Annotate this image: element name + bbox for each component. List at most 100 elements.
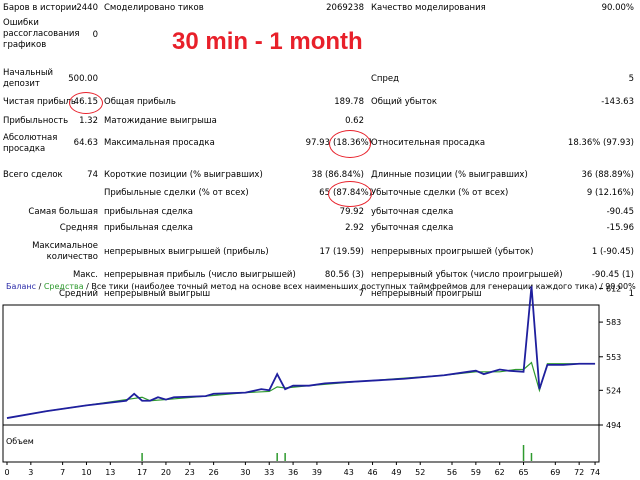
largest-profit-label: прибыльная сделка [104, 207, 194, 217]
chart-frame [2, 304, 600, 463]
x-tick-label: 62 [495, 468, 505, 477]
avg-cons-losses-value: 1 [628, 289, 634, 299]
max-cons-losses-value: 1 (-90.45) [591, 247, 634, 257]
errors-value: 0 [92, 30, 98, 40]
title-overlay: 30 min - 1 month [172, 28, 363, 55]
x-tick-label: 10 [81, 468, 91, 477]
expected-payoff-label: Матожидание выигрыша [104, 116, 217, 126]
net-profit-label: Чистая прибыль [3, 97, 76, 107]
x-tick-label: 43 [344, 468, 354, 477]
quality-label: Качество моделирования [371, 3, 486, 13]
spread-value: 5 [628, 74, 634, 84]
quality-value: 90.00% [601, 3, 634, 13]
x-tick-label: 26 [209, 468, 219, 477]
max-cons-profit-label: непрерывная прибыль (число выигрышей) [104, 270, 296, 280]
x-tick-label: 13 [105, 468, 115, 477]
largest-profit-value: 79.92 [339, 207, 364, 217]
x-tick-label: 72 [574, 468, 584, 477]
short-positions-value: 38 (86.84%) [311, 170, 364, 180]
short-positions-label: Короткие позиции (% выигравших) [104, 170, 263, 180]
gross-profit-label: Общая прибыль [104, 97, 176, 107]
total-trades-label: Всего сделок [3, 170, 63, 180]
x-tick-label: 23 [185, 468, 195, 477]
profit-factor-label: Прибыльность [3, 116, 69, 126]
loss-trades-label: Убыточные сделки (% от всех) [371, 188, 509, 198]
max-cons-wins-label: непрерывных выигрышей (прибыль) [104, 247, 269, 257]
max-cons-wins-value: 17 (19.59) [319, 247, 364, 257]
x-tick-label: 33 [264, 468, 274, 477]
rel-dd-label: Относительная просадка [371, 138, 486, 148]
spread-label: Спред [371, 74, 399, 84]
largest-loss-label: убыточная сделка [371, 207, 454, 217]
errors-label: Ошибки рассогласования графиков [3, 18, 80, 50]
largest-loss-value: -90.45 [606, 207, 634, 217]
avg-label: Средний [58, 289, 98, 299]
avg-cons-losses-label: непрерывный проигрыш [371, 289, 482, 299]
bars-label: Баров в истории [3, 3, 77, 13]
y-tick-label: 494 [606, 421, 621, 430]
legend-balance: Баланс [6, 282, 36, 291]
chart-legend: Баланс / Средства / Все тики (наиболее т… [6, 282, 636, 291]
y-tick-label: 612 [606, 285, 621, 294]
avg-cons-wins-label: непрерывный выигрыш [104, 289, 211, 299]
max-cons-loss-value: -90.45 (1) [591, 270, 634, 280]
max-cons-loss-label: непрерывный убыток (число проигрышей) [371, 270, 563, 280]
gross-loss-value: -143.63 [601, 97, 634, 107]
expected-payoff-value: 0.62 [345, 116, 364, 126]
profit-trades-label: Прибыльные сделки (% от всех) [104, 188, 249, 198]
legend-separator: / [36, 282, 44, 291]
long-positions-value: 36 (88.89%) [581, 170, 634, 180]
x-tick-label: 56 [447, 468, 457, 477]
average-profit-value: 2.92 [345, 223, 364, 233]
average-loss-value: -15.96 [606, 223, 634, 233]
profit-trades-value: 65 [319, 188, 330, 198]
ticks-label: Смоделировано тиков [104, 3, 204, 13]
x-tick-label: 7 [60, 468, 65, 477]
average-loss-label: убыточная сделка [371, 223, 454, 233]
average-profit-label: прибыльная сделка [104, 223, 194, 233]
x-tick-label: 52 [415, 468, 425, 477]
volume-label: Объем [6, 437, 34, 446]
x-tick-label: 39 [312, 468, 322, 477]
long-positions-label: Длинные позиции (% выигравших) [371, 170, 528, 180]
x-tick-label: 49 [391, 468, 401, 477]
x-tick-label: 17 [137, 468, 147, 477]
x-tick-label: 0 [4, 468, 9, 477]
abs-dd-value: 64.63 [73, 138, 98, 148]
deposit-label: Начальный депозит [3, 68, 54, 89]
x-tick-label: 30 [240, 468, 250, 477]
x-tick-label: 36 [288, 468, 298, 477]
net-profit-highlight-oval [69, 92, 103, 114]
rel-dd-value: 18.36% (97.93) [567, 138, 634, 148]
x-tick-label: 46 [367, 468, 377, 477]
max-cons-losses-label: непрерывных проигрышей (убыток) [371, 247, 534, 257]
max-cons-profit-value: 80.56 (3) [324, 270, 364, 280]
max-dd-label: Максимальная просадка [104, 138, 215, 148]
abs-dd-label: Абсолютная просадка [3, 133, 58, 154]
total-trades-value: 74 [87, 170, 98, 180]
max-dd-value: 97.93 [305, 138, 330, 148]
x-tick-label: 69 [550, 468, 560, 477]
balance-chart: Баланс / Средства / Все тики (наиболее т… [2, 282, 636, 477]
x-tick-label: 59 [471, 468, 481, 477]
ticks-value: 2069238 [326, 3, 364, 13]
profit-factor-value: 1.32 [79, 116, 98, 126]
bars-value: 2440 [76, 3, 98, 13]
y-tick-label: 583 [606, 318, 621, 327]
max-label: Макс. [72, 270, 98, 280]
balance-line [6, 286, 596, 419]
legend-equity: Средства [44, 282, 84, 291]
deposit-value: 500.00 [68, 74, 98, 84]
max-count-label: Максимальное количество [32, 241, 98, 262]
gross-loss-label: Общий убыток [371, 97, 437, 107]
y-tick-label: 524 [606, 386, 621, 395]
legend-description: / Все тики (наиболее точный метод на осн… [84, 282, 636, 291]
average-label: Средняя [59, 223, 98, 233]
x-tick-label: 65 [518, 468, 528, 477]
loss-trades-value: 9 (12.16%) [586, 188, 634, 198]
y-tick-label: 553 [606, 353, 621, 362]
profit-trades-highlight-oval [328, 181, 372, 207]
x-tick-label: 20 [161, 468, 171, 477]
max-dd-highlight-oval [329, 130, 371, 158]
largest-label: Самая большая [28, 207, 98, 217]
